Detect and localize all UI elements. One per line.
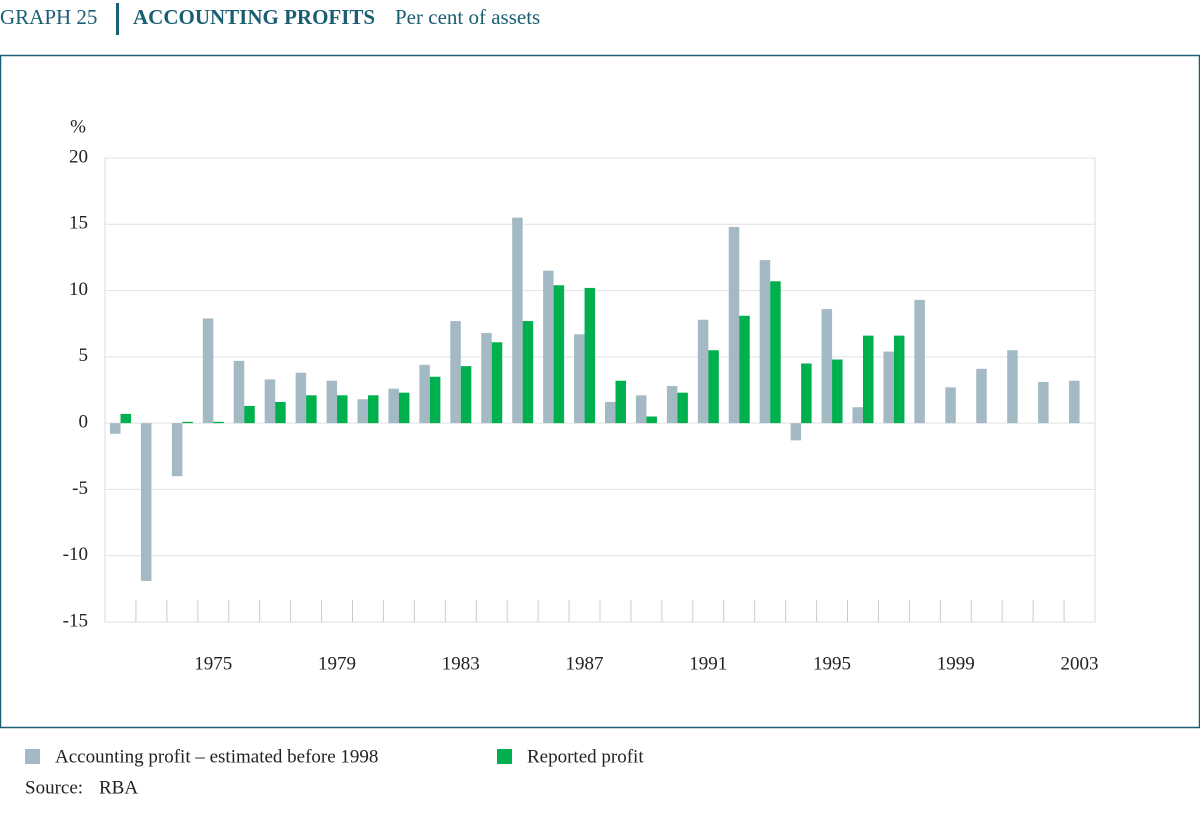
bar	[646, 416, 657, 424]
graph-label: GRAPH 25	[0, 5, 97, 29]
bar	[605, 401, 616, 424]
bar	[945, 387, 956, 424]
y-tick-label: 10	[69, 279, 88, 300]
bar	[584, 287, 596, 424]
bar	[419, 364, 430, 424]
bar	[1007, 350, 1018, 424]
bar	[852, 407, 863, 424]
bar	[120, 413, 131, 424]
bar	[739, 315, 750, 424]
bar	[171, 423, 183, 477]
y-tick-label: 0	[79, 412, 89, 433]
chart-title: ACCOUNTING PROFITS	[133, 5, 375, 29]
bar	[450, 321, 461, 424]
bar	[574, 334, 585, 424]
bar	[615, 380, 626, 424]
legend-label: Reported profit	[527, 746, 644, 767]
source: RBA	[99, 777, 138, 798]
x-tick-label: 1975	[194, 653, 232, 674]
bar	[708, 350, 719, 424]
bar	[883, 351, 894, 424]
bar	[522, 321, 534, 424]
x-tick-label: 2003	[1061, 653, 1099, 674]
bar	[306, 395, 317, 424]
bar	[801, 363, 812, 424]
y-unit: %	[70, 116, 86, 137]
bar	[1069, 380, 1080, 424]
bar	[388, 388, 399, 424]
bar	[553, 285, 565, 424]
x-tick-label: 1991	[689, 653, 727, 674]
header-separator	[116, 3, 119, 35]
bar	[233, 360, 245, 424]
bar	[893, 335, 905, 424]
chart-subtitle: Per cent of assets	[395, 5, 540, 29]
bar	[635, 395, 647, 424]
bar	[1038, 382, 1049, 424]
bar	[275, 401, 286, 424]
bar	[182, 421, 193, 424]
y-tick-label: 20	[69, 146, 88, 167]
bar	[677, 392, 688, 424]
bar	[790, 423, 802, 441]
bar	[398, 392, 410, 424]
bar	[976, 368, 987, 424]
bar	[863, 335, 874, 424]
y-tick-label: -15	[63, 610, 88, 631]
bar	[357, 399, 368, 424]
legend-swatch	[25, 749, 40, 764]
bar	[543, 270, 554, 424]
x-tick-label: 1999	[937, 653, 975, 674]
x-tick-label: 1987	[566, 653, 604, 674]
bar	[821, 309, 833, 424]
x-tick-label: 1979	[318, 653, 356, 674]
x-tick-label: 1995	[813, 653, 851, 674]
chart-frame	[0, 54, 1200, 729]
y-tick-label: 15	[69, 213, 88, 234]
bar	[512, 217, 523, 424]
bar	[460, 366, 472, 424]
bar	[759, 260, 771, 424]
bar	[264, 379, 276, 424]
y-tick-label: -5	[72, 478, 88, 499]
bar	[213, 421, 224, 424]
bar	[295, 372, 307, 424]
bar	[770, 281, 781, 424]
legend-swatch	[497, 749, 512, 764]
bar	[110, 423, 121, 434]
bar	[140, 423, 152, 581]
bar	[244, 405, 255, 424]
bar	[368, 395, 379, 424]
bar	[728, 226, 740, 424]
bar	[326, 380, 338, 424]
bar	[481, 332, 492, 424]
bar	[832, 359, 843, 424]
y-tick-label: 5	[79, 345, 89, 366]
bar	[697, 319, 709, 424]
bar	[914, 299, 925, 424]
source-label: Source:	[25, 777, 83, 798]
legend-label: Accounting profit – estimated before 199…	[55, 746, 378, 767]
bar	[337, 395, 348, 424]
x-tick-label: 1983	[442, 653, 480, 674]
y-tick-label: -10	[63, 544, 88, 565]
bar	[666, 386, 678, 424]
bar	[491, 342, 503, 424]
bar	[429, 376, 441, 424]
bar	[202, 318, 214, 424]
